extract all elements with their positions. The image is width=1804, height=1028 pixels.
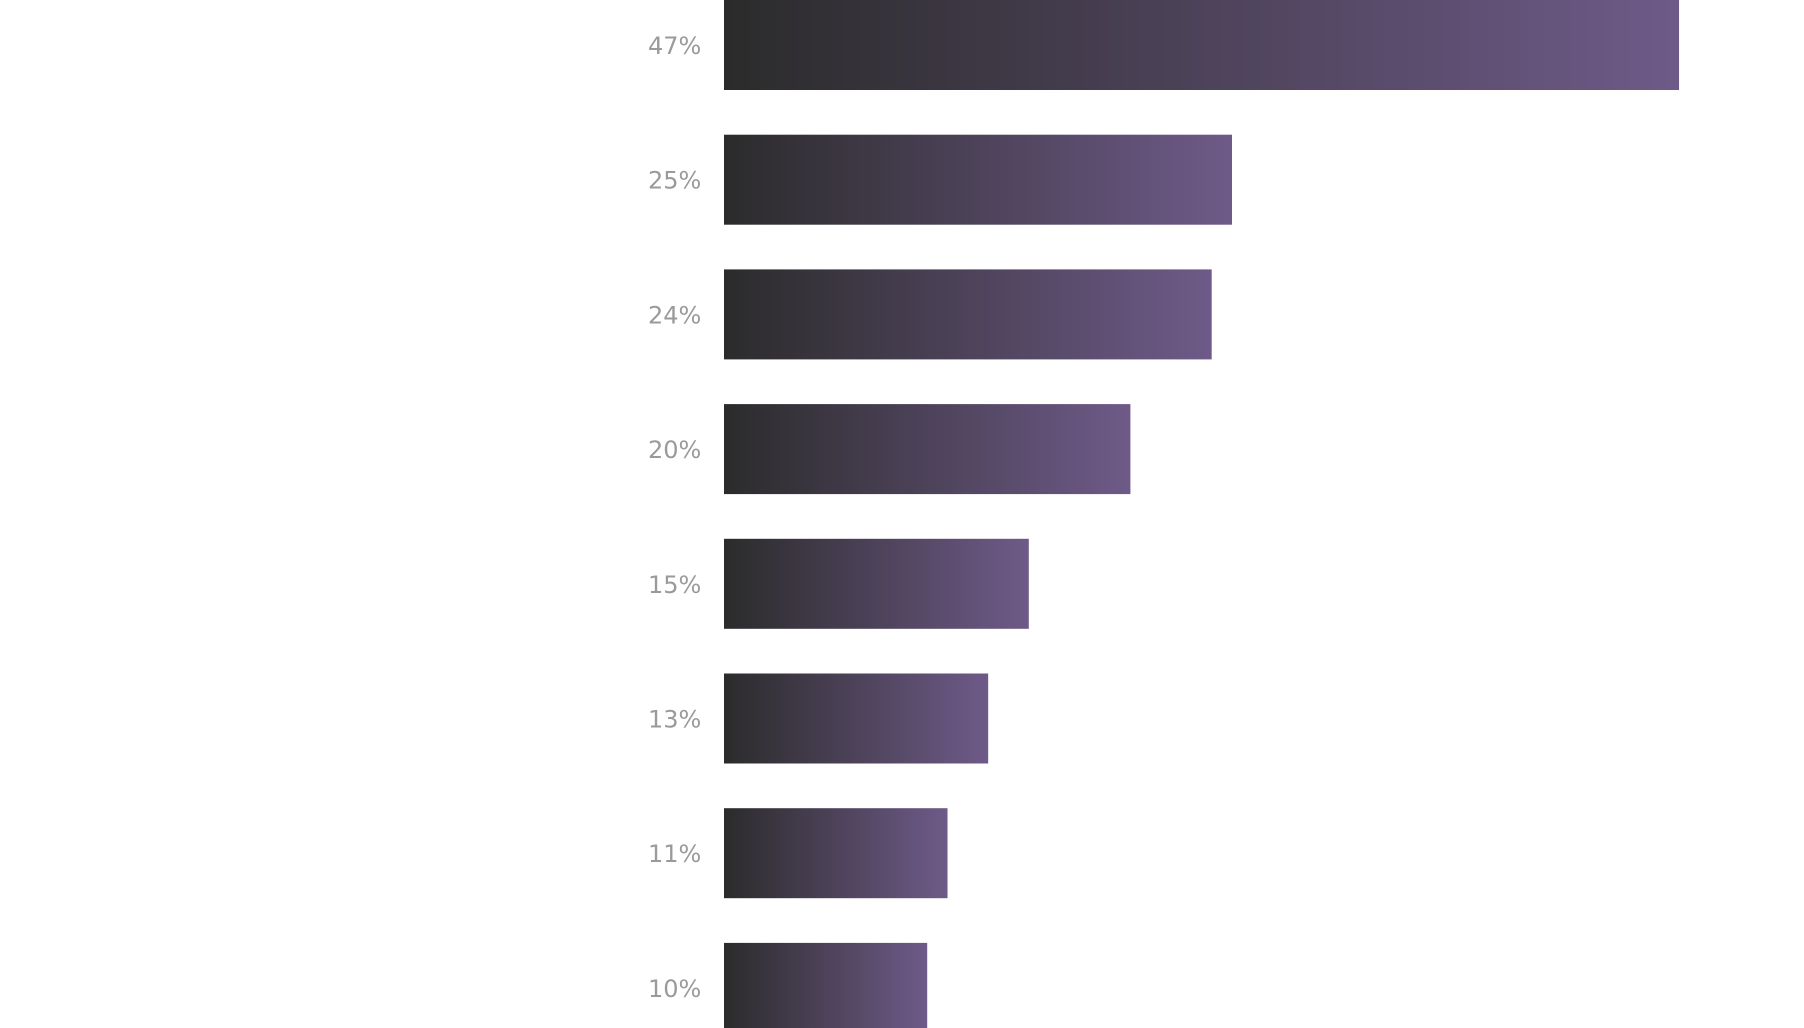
bar bbox=[724, 269, 1212, 360]
bar bbox=[724, 942, 928, 1028]
bar bbox=[724, 404, 1131, 495]
bar bbox=[724, 0, 1680, 90]
bar bbox=[724, 673, 989, 764]
value-label: 20% bbox=[648, 436, 701, 464]
value-label: 24% bbox=[648, 301, 701, 329]
bar bbox=[724, 134, 1232, 225]
value-label: 13% bbox=[648, 706, 701, 734]
bar bbox=[724, 538, 1029, 629]
value-label: 15% bbox=[648, 571, 701, 599]
value-label: 10% bbox=[648, 975, 701, 1003]
value-label: 11% bbox=[648, 840, 701, 868]
value-label: 47% bbox=[648, 32, 701, 60]
value-label: 25% bbox=[648, 167, 701, 195]
bar bbox=[724, 808, 948, 899]
